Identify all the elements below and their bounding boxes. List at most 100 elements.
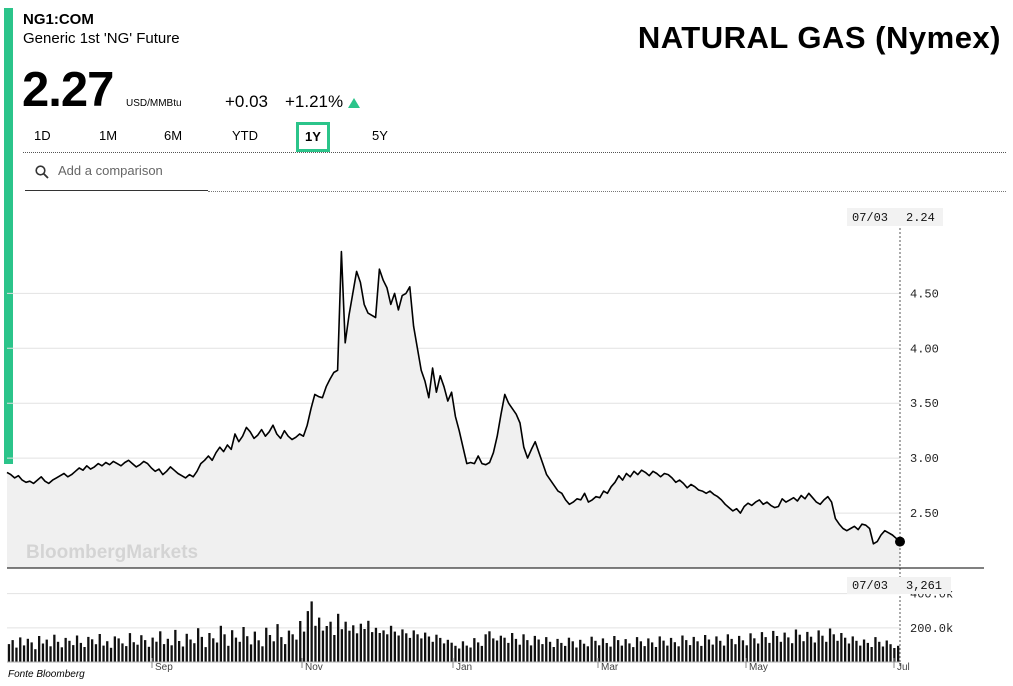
volume-bar	[272, 641, 275, 662]
volume-bar	[685, 640, 688, 662]
volume-bar	[41, 643, 45, 662]
volume-bar	[72, 645, 75, 662]
volume-bar	[666, 645, 669, 662]
volume-bar	[389, 625, 393, 662]
volume-bar	[454, 645, 457, 662]
volume-bar	[310, 601, 313, 662]
volume-bar	[424, 632, 427, 662]
volume-bar	[166, 638, 169, 662]
volume-cursor-date: 07/03	[852, 579, 888, 593]
volume-bar	[692, 636, 695, 662]
volume-bar	[511, 633, 514, 662]
volume-bar	[68, 640, 71, 662]
volume-bar	[840, 633, 843, 662]
volume-bar	[465, 645, 468, 662]
comparison-search	[25, 154, 210, 191]
volume-bar	[821, 635, 824, 662]
volume-bar	[870, 647, 873, 662]
volume-bar	[673, 642, 676, 662]
volume-bar	[507, 642, 510, 662]
volume-bar	[325, 626, 328, 662]
price-cursor-date: 07/03	[852, 211, 888, 225]
volume-bar	[265, 627, 268, 662]
price-tick-label: 4.00	[910, 342, 939, 356]
tab-5y[interactable]: 5Y	[372, 128, 388, 143]
volume-bar	[268, 635, 272, 662]
price-change-pct: +1.21%	[285, 92, 344, 111]
volume-bar	[677, 646, 680, 662]
volume-bar	[386, 634, 389, 662]
volume-bar	[147, 646, 151, 662]
volume-bar	[617, 640, 620, 662]
volume-bar	[571, 641, 574, 662]
volume-bar	[704, 635, 707, 662]
volume-bar	[855, 640, 858, 662]
volume-bar	[889, 644, 892, 662]
volume-bar	[734, 644, 737, 662]
price-cursor-box	[847, 208, 943, 226]
volume-bar	[794, 629, 798, 662]
search-divider	[208, 191, 1006, 192]
instrument-name: Generic 1st 'NG' Future	[23, 30, 180, 47]
volume-bar	[197, 628, 200, 662]
comparison-input[interactable]	[56, 162, 210, 179]
volume-bar	[34, 649, 37, 662]
volume-bar	[159, 631, 162, 663]
volume-bar	[318, 617, 321, 662]
volume-bar	[526, 640, 529, 662]
volume-bar	[83, 647, 86, 662]
volume-bar	[775, 636, 779, 662]
volume-bar	[412, 630, 415, 662]
tab-1m[interactable]: 1M	[99, 128, 118, 143]
volume-bar	[598, 645, 601, 662]
price-cursor-value: 2.24	[906, 211, 935, 225]
tab-ytd[interactable]: YTD	[232, 128, 258, 143]
volume-bar	[495, 640, 499, 662]
price-unit: USD/MMBtu	[126, 98, 182, 109]
volume-bar	[306, 611, 309, 662]
volume-bar	[246, 636, 249, 662]
volume-bar	[643, 646, 646, 662]
volume-bar	[249, 644, 253, 662]
volume-bar	[586, 646, 589, 662]
volume-bar	[284, 644, 287, 662]
volume-bar	[355, 633, 359, 662]
volume-bar	[492, 638, 495, 662]
up-triangle-icon	[348, 98, 360, 108]
volume-bar	[609, 646, 612, 662]
volume-bar	[136, 644, 139, 662]
volume-bar	[371, 632, 374, 662]
price-tick-label: 4.50	[910, 287, 939, 301]
volume-bar	[862, 639, 866, 662]
volume-bar	[91, 639, 94, 662]
search-icon	[35, 165, 49, 179]
volume-bar	[628, 643, 631, 662]
volume-bar	[56, 641, 60, 662]
volume-cursor-box	[847, 577, 951, 594]
volume-bar	[337, 613, 340, 662]
volume-bar	[635, 637, 639, 662]
watermark-text: BloombergMarkets	[26, 542, 198, 563]
volume-bar	[155, 641, 158, 662]
volume-bar	[541, 644, 544, 662]
range-tabs: 1D 1M 6M YTD 1Y 5Y	[23, 122, 1006, 153]
tab-1y[interactable]: 1Y	[296, 122, 330, 152]
volume-bar	[144, 640, 147, 662]
volume-bar	[480, 645, 483, 662]
volume-bar	[60, 647, 63, 662]
volume-bar	[151, 637, 154, 662]
volume-bar	[893, 648, 896, 662]
volume-bar	[189, 639, 192, 662]
volume-bar	[688, 645, 692, 662]
volume-bar	[813, 642, 816, 662]
volume-bar	[772, 630, 775, 662]
tab-1d[interactable]: 1D	[34, 128, 51, 143]
volume-bar	[560, 642, 563, 662]
volume-bar	[499, 635, 502, 662]
volume-bar	[556, 638, 559, 662]
volume-bar	[878, 641, 881, 662]
tab-6m[interactable]: 6M	[164, 128, 183, 143]
volume-bar	[783, 632, 786, 662]
volume-bar	[514, 638, 518, 662]
volume-bar	[809, 636, 813, 662]
